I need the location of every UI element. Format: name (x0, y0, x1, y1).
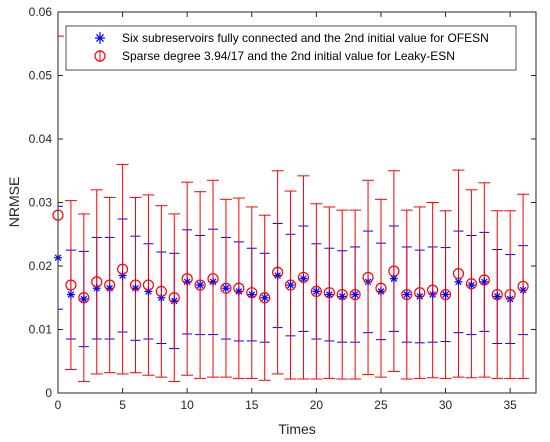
x-tick-label: 5 (119, 398, 126, 412)
data-point-asterisk (131, 284, 140, 293)
x-axis-label: Times (278, 421, 316, 437)
data-point-circle (439, 288, 452, 301)
data-point-asterisk (402, 290, 411, 299)
data-point-circle (336, 288, 348, 301)
data-point-circle (504, 288, 516, 301)
plot-frame (57, 11, 537, 394)
data-point-circle (478, 274, 490, 286)
data-point-asterisk (260, 293, 269, 302)
x-tick-label: 10 (181, 398, 195, 412)
x-tick-label: 30 (439, 398, 453, 412)
data-point-asterisk (286, 281, 295, 290)
x-tick-label: 25 (374, 398, 388, 412)
data-layer (52, 35, 530, 394)
data-point-circle (310, 285, 322, 297)
data-point-circle (362, 271, 374, 284)
data-point-circle (194, 279, 206, 291)
data-point-circle (233, 282, 245, 294)
data-point-asterisk (196, 281, 205, 290)
data-point-circle (129, 279, 142, 291)
x-tick-label: 20 (310, 398, 324, 412)
data-point-asterisk (299, 274, 308, 283)
y-tick-label: 0.02 (29, 259, 53, 273)
data-point-asterisk (376, 287, 385, 296)
y-tick-label: 0.01 (29, 323, 53, 337)
data-point-asterisk (351, 290, 360, 299)
data-point-asterisk (221, 284, 230, 293)
x-tick-label: 0 (55, 398, 62, 412)
y-tick-label: 0.05 (29, 69, 53, 83)
data-point-asterisk (441, 290, 450, 299)
data-point-asterisk (66, 290, 75, 299)
data-point-circle (427, 284, 439, 296)
data-point-circle (465, 278, 478, 290)
data-point-asterisk (467, 281, 476, 290)
legend-circle-icon (94, 50, 106, 62)
data-point-circle (168, 292, 180, 304)
data-point-circle (181, 273, 193, 285)
plot-background (58, 12, 536, 393)
data-point-circle (207, 273, 219, 285)
y-axis-label: NRMSE (6, 177, 22, 228)
data-point-circle (491, 288, 503, 301)
markers-leaky-esn (52, 209, 529, 304)
data-point-asterisk (183, 277, 192, 286)
data-point-circle (116, 263, 129, 275)
data-point-circle (220, 282, 232, 294)
legend-box (65, 25, 517, 71)
data-point-circle (388, 265, 400, 277)
data-point-circle (78, 292, 90, 304)
legend-label-ofesn: Six subreservoirs fully connected and th… (122, 31, 489, 45)
data-point-circle (246, 287, 258, 299)
data-point-asterisk (105, 284, 114, 293)
data-point-asterisk (247, 290, 256, 299)
data-point-circle (323, 287, 335, 299)
legend-marker-leaky-esn (94, 50, 106, 62)
data-point-circle (91, 276, 103, 288)
data-point-asterisk (79, 295, 88, 304)
y-tick-label: 0.04 (29, 132, 53, 146)
x-tick-label: 35 (503, 398, 517, 412)
data-point-asterisk (454, 277, 463, 286)
data-point-asterisk (312, 287, 321, 296)
data-point-circle (142, 279, 155, 291)
x-tick-label: 15 (245, 398, 259, 412)
data-point-circle (155, 285, 167, 297)
data-point-circle (375, 282, 387, 294)
ticks-layer: 0 5 10 15 20 25 30 35 0 0.01 0.02 0.03 0.04 0.05 0.06 (29, 5, 536, 412)
legend: Six subreservoirs fully connected and th… (65, 25, 517, 71)
legend-marker-ofesn (95, 32, 105, 44)
data-point-circle (349, 288, 361, 301)
y-tick-label: 0 (45, 386, 52, 400)
data-point-circle (272, 266, 284, 278)
data-point-asterisk (209, 277, 218, 286)
data-point-asterisk (234, 287, 243, 296)
data-point-circle (517, 280, 529, 292)
data-point-circle (297, 271, 310, 284)
legend-label-leaky-esn: Sparse degree 3.94/17 and the 2nd initia… (122, 49, 455, 63)
data-point-circle (65, 279, 77, 291)
data-point-circle (401, 288, 413, 301)
y-tick-label: 0.06 (29, 5, 53, 19)
data-point-circle (284, 279, 297, 291)
data-point-circle (452, 268, 465, 280)
data-point-circle (414, 287, 426, 299)
y-tick-label: 0.03 (29, 196, 53, 210)
data-point-circle (259, 292, 271, 304)
data-point-circle (104, 279, 116, 291)
data-point-asterisk (273, 271, 282, 280)
data-point-asterisk (170, 296, 179, 305)
